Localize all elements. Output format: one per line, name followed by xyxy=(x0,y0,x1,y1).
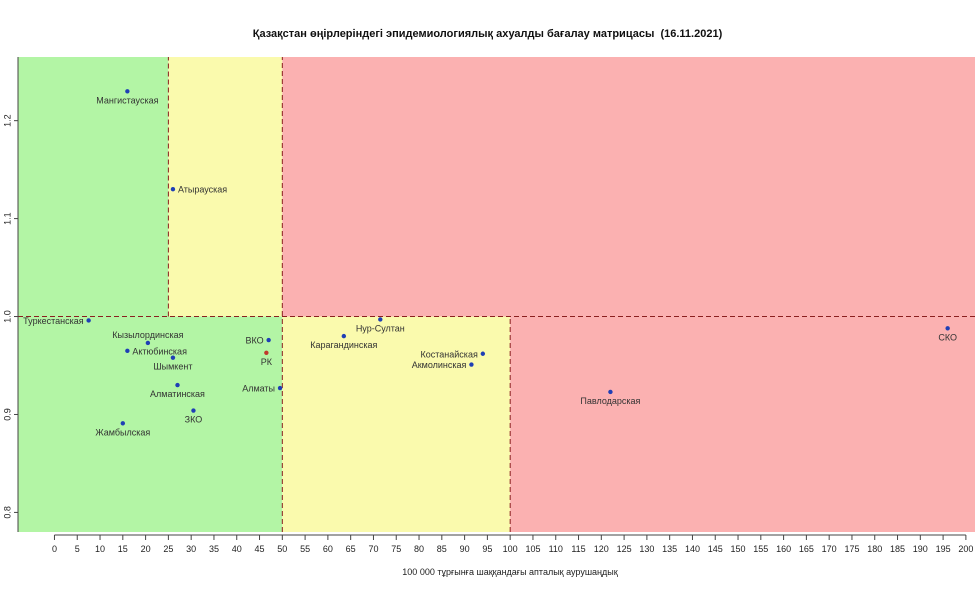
point-label: Жамбылская xyxy=(95,427,150,437)
x-tick-label: 155 xyxy=(753,544,768,554)
data-point xyxy=(266,337,271,343)
x-tick-label: 110 xyxy=(549,544,563,554)
x-tick-label: 165 xyxy=(799,544,814,554)
data-point xyxy=(175,382,180,388)
x-tick-label: 15 xyxy=(118,544,128,554)
data-point xyxy=(125,348,130,354)
x-tick-label: 195 xyxy=(936,544,951,554)
y-tick-label: 0.8 xyxy=(2,506,12,519)
data-point xyxy=(469,362,474,367)
data-point xyxy=(170,355,176,360)
point-label: Акмолинская xyxy=(412,360,467,370)
point-label: Мангистауская xyxy=(96,95,158,105)
point-label: СКО xyxy=(938,332,957,342)
point-label: ЗКО xyxy=(185,415,203,425)
risk-zone-1 xyxy=(168,57,283,317)
x-tick-label: 45 xyxy=(255,544,265,554)
x-tick-label: 30 xyxy=(186,544,196,554)
x-tick-label: 90 xyxy=(460,544,470,554)
data-point xyxy=(608,389,613,395)
x-tick-label: 80 xyxy=(414,544,424,554)
x-tick-label: 105 xyxy=(525,544,540,554)
x-tick-label: 60 xyxy=(323,544,333,554)
y-tick-label: 1.2 xyxy=(2,114,12,127)
data-point xyxy=(480,351,486,356)
data-point xyxy=(86,318,91,323)
data-point xyxy=(191,408,196,413)
x-tick-label: 0 xyxy=(52,544,57,554)
x-tick-label: 190 xyxy=(913,544,928,554)
point-label: Атырауская xyxy=(178,185,227,195)
risk-zone-3 xyxy=(18,316,283,532)
x-tick-label: 75 xyxy=(391,544,401,554)
x-tick-label: 100 xyxy=(503,544,518,554)
risk-zone-4 xyxy=(282,316,511,532)
x-tick-label: 185 xyxy=(890,544,905,554)
x-tick-label: 70 xyxy=(368,544,378,554)
point-label: Кызылординская xyxy=(112,330,183,340)
data-point xyxy=(120,421,126,426)
point-label: Туркестанская xyxy=(23,316,84,326)
x-tick-label: 160 xyxy=(776,544,791,554)
data-point xyxy=(170,187,176,192)
y-tick-label: 1.0 xyxy=(2,310,12,323)
risk-zone-0 xyxy=(18,57,169,317)
x-tick-label: 145 xyxy=(708,544,723,554)
y-tick-label: 0.9 xyxy=(2,408,12,421)
data-point xyxy=(378,317,383,322)
x-tick-label: 125 xyxy=(617,544,632,554)
x-tick-label: 115 xyxy=(571,544,585,554)
x-tick-label: 40 xyxy=(232,544,242,554)
point-label: Алматинская xyxy=(150,389,205,399)
x-tick-label: 135 xyxy=(662,544,677,554)
x-axis-label: 100 000 тұрғынға шаққандағы апталық ауру… xyxy=(402,567,618,577)
point-label: Карагандинская xyxy=(310,340,377,350)
x-tick-label: 65 xyxy=(346,544,356,554)
x-tick-label: 175 xyxy=(844,544,859,554)
x-tick-label: 150 xyxy=(731,544,746,554)
x-tick-label: 200 xyxy=(958,544,973,554)
data-point xyxy=(341,333,347,339)
risk-zone-5 xyxy=(510,316,975,532)
chart-title: Қазақстан өңірлеріндегі эпидемиологиялық… xyxy=(252,28,723,40)
x-tick-label: 50 xyxy=(277,544,287,554)
point-label: Павлодарская xyxy=(580,396,640,406)
x-tick-label: 120 xyxy=(594,544,609,554)
point-label: Нур-Султан xyxy=(356,323,405,333)
data-point xyxy=(277,385,283,391)
point-label: ВКО xyxy=(245,336,263,346)
x-tick-label: 140 xyxy=(685,544,700,554)
data-point xyxy=(145,340,151,346)
x-tick-label: 35 xyxy=(209,544,219,554)
point-label: РК xyxy=(261,357,273,367)
data-point xyxy=(264,350,269,355)
y-tick-label: 1.1 xyxy=(2,212,12,225)
data-point xyxy=(945,326,950,331)
point-label: Костанайская xyxy=(421,349,478,359)
x-tick-label: 25 xyxy=(163,544,173,554)
point-label: Актюбинская xyxy=(132,346,187,356)
x-tick-label: 5 xyxy=(75,544,80,554)
x-tick-label: 20 xyxy=(141,544,151,554)
x-tick-label: 180 xyxy=(867,544,882,554)
x-tick-label: 95 xyxy=(482,544,492,554)
x-tick-label: 130 xyxy=(639,544,654,554)
point-label: Шымкент xyxy=(153,362,192,372)
point-label: Алматы xyxy=(242,384,275,394)
x-tick-label: 10 xyxy=(95,544,105,554)
x-tick-label: 55 xyxy=(300,544,310,554)
x-tick-label: 85 xyxy=(437,544,447,554)
x-tick-label: 170 xyxy=(822,544,837,554)
risk-zone-2 xyxy=(282,57,975,317)
data-point xyxy=(125,89,130,94)
